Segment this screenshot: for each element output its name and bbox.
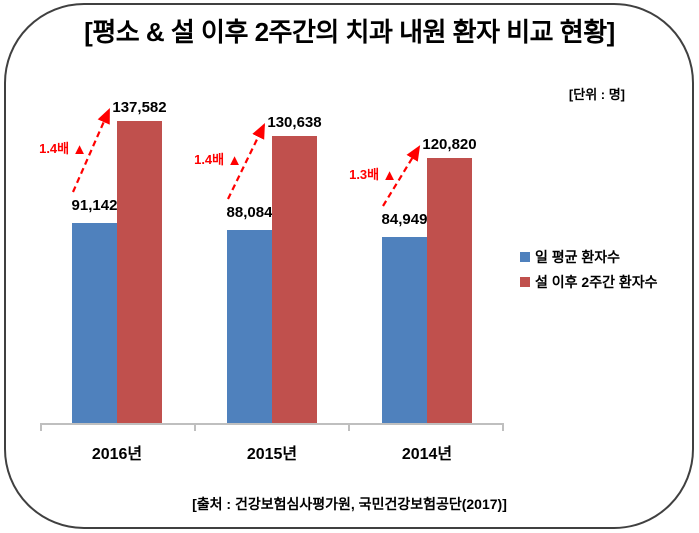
axis-tick-0 (40, 423, 42, 431)
legend-label-daily-average: 일 평균 환자수 (535, 248, 621, 265)
axis-tick-2 (348, 423, 350, 431)
multiplier-text: 1.4배 (39, 141, 70, 156)
axis-label-2016년: 2016년 (91, 446, 143, 463)
x-axis-line (41, 423, 503, 425)
axis-label-2014년: 2014년 (401, 446, 453, 463)
axis-tick-3 (502, 423, 504, 431)
up-triangle-icon: ▲ (227, 151, 242, 169)
source-caption: [출처 : 건강보험심사평가원, 국민건강보험공단(2017)] (192, 496, 507, 512)
unit-label: [단위 : 명] (568, 87, 625, 102)
value-label-daily-2016년: 91,142 (71, 197, 118, 214)
value-label-daily-2015년: 88,084 (226, 204, 273, 221)
up-triangle-icon: ▲ (72, 140, 87, 158)
axis-label-2015년: 2015년 (246, 446, 298, 463)
multiplier-text: 1.4배 (194, 152, 225, 167)
bar-post-holiday-2014년 (427, 158, 472, 423)
legend-item-daily-average: 일 평균 환자수 (520, 244, 658, 269)
bar-daily-2014년 (382, 237, 427, 423)
legend-swatch-blue-icon (520, 251, 530, 262)
multiplier-badge-2014년: 1.3배 ▲ (349, 166, 397, 184)
multiplier-badge-2016년: 1.4배 ▲ (39, 140, 87, 158)
multiplier-badge-2015년: 1.4배 ▲ (194, 151, 242, 169)
legend-label-post-holiday: 설 이후 2주간 환자수 (535, 273, 658, 290)
chart-title: [평소 & 설 이후 2주간의 치과 내원 환자 비교 현황] (84, 17, 615, 47)
multiplier-text: 1.3배 (349, 167, 380, 182)
axis-tick-1 (194, 423, 196, 431)
bar-daily-2015년 (227, 230, 272, 423)
legend-item-post-holiday: 설 이후 2주간 환자수 (520, 269, 658, 294)
value-label-post-holiday-2014년: 120,820 (422, 136, 477, 153)
value-label-post-holiday-2015년: 130,638 (267, 114, 322, 131)
chart-legend: 일 평균 환자수 설 이후 2주간 환자수 (520, 244, 658, 294)
bar-post-holiday-2016년 (117, 121, 162, 423)
legend-swatch-red-icon (520, 276, 530, 287)
up-triangle-icon: ▲ (382, 166, 397, 184)
value-label-post-holiday-2016년: 137,582 (112, 99, 167, 116)
bar-post-holiday-2015년 (272, 136, 317, 423)
bar-daily-2016년 (72, 223, 117, 423)
value-label-daily-2014년: 84,949 (381, 211, 428, 228)
